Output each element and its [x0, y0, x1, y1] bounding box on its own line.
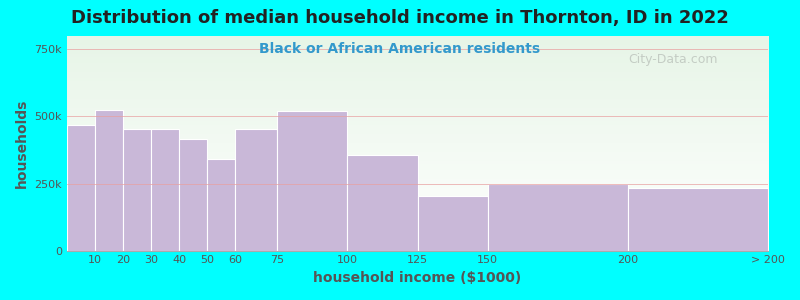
- Bar: [151, 128, 179, 250]
- Bar: [95, 110, 123, 250]
- Bar: [179, 139, 207, 250]
- Text: Distribution of median household income in Thornton, ID in 2022: Distribution of median household income …: [71, 9, 729, 27]
- Bar: [235, 128, 278, 250]
- Bar: [67, 124, 95, 250]
- Bar: [207, 159, 235, 250]
- Text: City-Data.com: City-Data.com: [628, 53, 718, 66]
- Text: Black or African American residents: Black or African American residents: [259, 42, 541, 56]
- Bar: [347, 155, 418, 250]
- Bar: [628, 188, 768, 250]
- Bar: [123, 128, 151, 250]
- Bar: [278, 111, 347, 250]
- Bar: [418, 196, 488, 250]
- X-axis label: household income ($1000): household income ($1000): [314, 271, 522, 285]
- Bar: [488, 184, 628, 250]
- Y-axis label: households: households: [15, 99, 29, 188]
